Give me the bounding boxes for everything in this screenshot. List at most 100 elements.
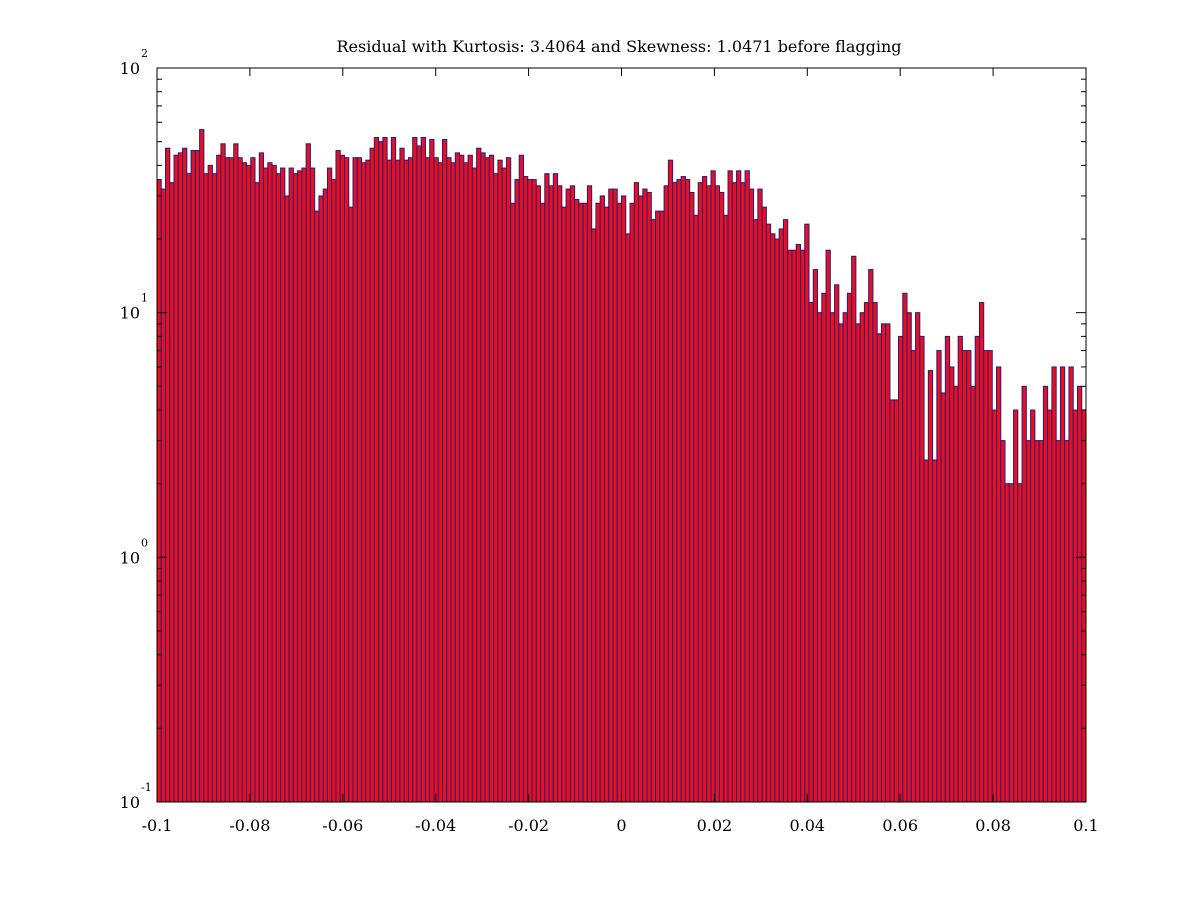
histogram-bar (646, 191, 652, 803)
histogram-bar (373, 136, 380, 803)
histogram-bar (723, 214, 729, 803)
histogram-bar (638, 195, 644, 803)
histogram-bar (459, 154, 465, 803)
histogram-bar (978, 302, 985, 803)
histogram-bar (932, 459, 938, 803)
histogram-bar (493, 173, 499, 803)
histogram-bar (808, 302, 814, 803)
histogram-bar (957, 335, 963, 803)
histogram-bar (757, 188, 763, 803)
histogram-bar (412, 136, 418, 803)
histogram-bar (382, 136, 388, 803)
histogram-bar (1072, 409, 1078, 803)
x-tick-label: -0.06 (322, 816, 363, 835)
histogram-bar (565, 188, 571, 803)
y-tick-base: 10 (120, 793, 140, 812)
histogram-bar (740, 182, 746, 803)
y-tick-base: 10 (120, 304, 140, 323)
histogram-bar (612, 188, 618, 803)
histogram-bar (344, 157, 350, 803)
x-tick-label: -0.08 (229, 816, 270, 835)
bars-group (156, 129, 1087, 803)
histogram-bar (863, 302, 870, 803)
histogram-bar (339, 154, 345, 803)
histogram-bar (403, 159, 409, 803)
histogram-bar (697, 182, 703, 803)
histogram-bar (569, 185, 576, 803)
histogram-bar (919, 335, 925, 803)
histogram-bar (923, 459, 929, 803)
histogram-bar (288, 167, 294, 803)
histogram-bar (889, 399, 895, 803)
histogram-bar (1051, 366, 1057, 803)
histogram-bar (199, 129, 205, 803)
histogram-bar (1055, 440, 1061, 803)
histogram-bar (258, 152, 265, 803)
histogram-bar (390, 136, 397, 803)
histogram-bar (263, 167, 269, 803)
histogram-bar (488, 154, 495, 803)
x-tick-labels: -0.1 -0.08 -0.06 -0.04 -0.02 0 0.02 0.04 0.06 0.0… (142, 816, 1099, 835)
histogram-bar (578, 202, 584, 803)
histogram-bar (851, 255, 857, 803)
histogram-bar (182, 147, 188, 803)
histogram-bar (846, 292, 853, 803)
histogram-bar (804, 223, 810, 803)
histogram-bar (535, 185, 542, 803)
histogram-bar (548, 185, 554, 803)
histogram-bar (591, 228, 597, 803)
histogram-bar (420, 136, 426, 803)
histogram-bar (378, 141, 384, 803)
histogram-bar (228, 157, 235, 803)
histogram-bar (305, 143, 311, 803)
histogram-bar (885, 323, 891, 803)
histogram-bar (522, 176, 529, 803)
histogram-bar (1047, 409, 1053, 803)
histogram-bar (1030, 409, 1036, 803)
histogram-bar (348, 206, 354, 803)
histogram-bar (177, 152, 184, 803)
histogram-bar (663, 185, 669, 803)
histogram-bar (599, 195, 605, 803)
histogram-bar (356, 157, 363, 803)
histogram-bar (574, 199, 580, 803)
x-tick-label: -0.1 (142, 816, 173, 835)
histogram-bar (744, 170, 750, 803)
x-tick-label: 0.08 (975, 816, 1011, 835)
y-tick-exponent: 2 (141, 47, 148, 60)
histogram-bar (314, 210, 320, 803)
histogram-bar (361, 162, 367, 803)
histogram-bar (437, 162, 444, 803)
histogram-bar (309, 167, 316, 803)
histogram-bar (1042, 385, 1049, 803)
x-tick-label: -0.02 (508, 816, 549, 835)
histogram-bar (318, 195, 324, 803)
histogram-bar (659, 210, 665, 803)
histogram-bar (280, 167, 286, 803)
histogram-bar (731, 182, 738, 803)
histogram-bar (812, 269, 819, 803)
histogram-bar (608, 188, 614, 803)
x-tick-label: 0.06 (882, 816, 918, 835)
histogram-bar (186, 173, 192, 803)
histogram-bar (821, 292, 827, 803)
histogram-bar (795, 243, 801, 803)
histogram-bar (267, 162, 273, 803)
histogram-bar (966, 350, 972, 803)
histogram-bar (629, 202, 635, 803)
histogram-bar (983, 350, 989, 803)
histogram-bar (527, 179, 533, 803)
histogram-bar (987, 350, 993, 803)
y-tick-label: 100 (120, 536, 148, 567)
y-tick-exponent: 0 (141, 536, 148, 549)
histogram-bar (416, 145, 422, 803)
histogram-bar (292, 173, 299, 803)
histogram-bar (868, 269, 874, 803)
histogram-bar (552, 173, 559, 803)
histogram-bar (996, 366, 1002, 803)
histogram-bar (1025, 440, 1032, 803)
histogram-bar (949, 366, 955, 803)
histogram-bar (940, 392, 946, 803)
histogram-bar (582, 202, 588, 803)
histogram-bar (1064, 440, 1070, 803)
